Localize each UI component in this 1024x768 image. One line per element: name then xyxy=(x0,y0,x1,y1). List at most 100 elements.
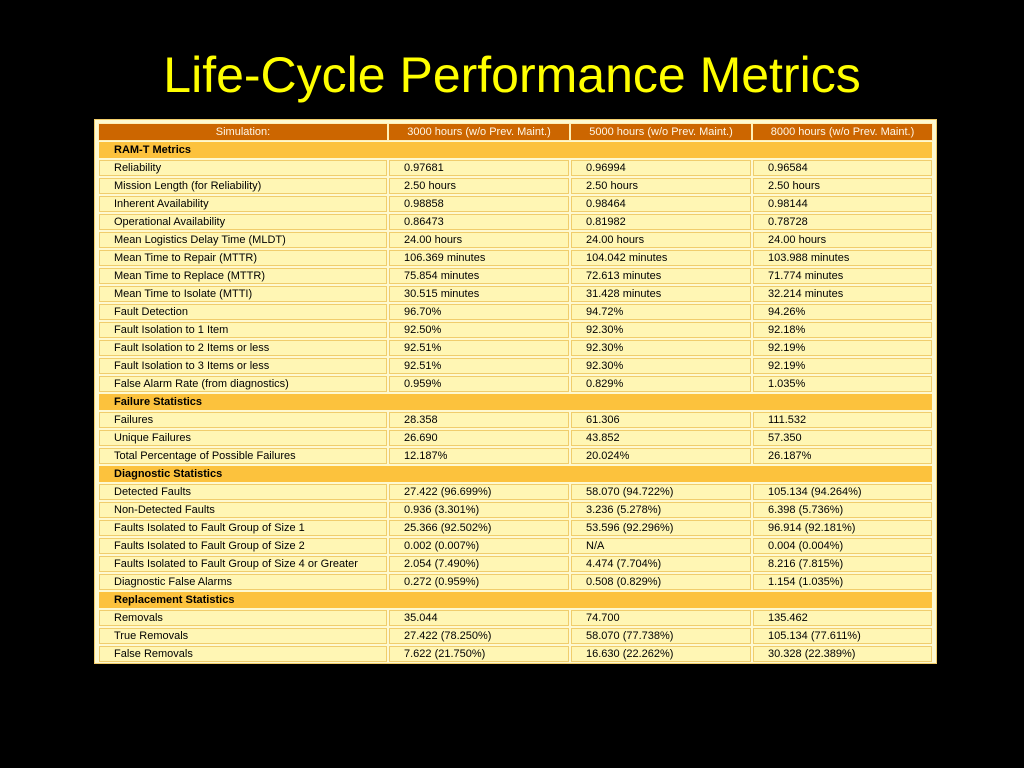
section-title: Diagnostic Statistics xyxy=(98,465,933,483)
table-row: Operational Availability 0.86473 0.81982 0.… xyxy=(98,213,933,231)
metric-value: 0.78728 xyxy=(752,213,933,231)
metric-value: 20.024% xyxy=(570,447,752,465)
metric-value: 0.936 (3.301%) xyxy=(388,501,570,519)
section-row: RAM-T Metrics xyxy=(98,141,933,159)
table-row: Faults Isolated to Fault Group of Size 1… xyxy=(98,519,933,537)
metric-value: 2.054 (7.490%) xyxy=(388,555,570,573)
metric-value: 31.428 minutes xyxy=(570,285,752,303)
metric-value: 135.462 xyxy=(752,609,933,627)
metric-value: 74.700 xyxy=(570,609,752,627)
metric-label: Faults Isolated to Fault Group of Size 2 xyxy=(98,537,388,555)
metric-value: 2.50 hours xyxy=(752,177,933,195)
metric-value: 92.30% xyxy=(570,357,752,375)
metric-label: Detected Faults xyxy=(98,483,388,501)
header-column: 3000 hours (w/o Prev. Maint.) xyxy=(388,123,570,141)
table-row: Detected Faults 27.422 (96.699%) 58.070 (9… xyxy=(98,483,933,501)
metric-value: 26.690 xyxy=(388,429,570,447)
metric-label: Mean Time to Repair (MTTR) xyxy=(98,249,388,267)
metric-label: Fault Detection xyxy=(98,303,388,321)
metric-value: 103.988 minutes xyxy=(752,249,933,267)
metric-value: 1.035% xyxy=(752,375,933,393)
section-title: Failure Statistics xyxy=(98,393,933,411)
slide-title: Life-Cycle Performance Metrics xyxy=(163,47,861,103)
metric-value: 71.774 minutes xyxy=(752,267,933,285)
table-row: Reliability 0.97681 0.96994 0.96584 xyxy=(98,159,933,177)
metric-value: 0.002 (0.007%) xyxy=(388,537,570,555)
section-row: Replacement Statistics xyxy=(98,591,933,609)
metric-value: 2.50 hours xyxy=(570,177,752,195)
metric-label: Diagnostic False Alarms xyxy=(98,573,388,591)
metric-value: 35.044 xyxy=(388,609,570,627)
metric-value: 0.508 (0.829%) xyxy=(570,573,752,591)
header-column: 5000 hours (w/o Prev. Maint.) xyxy=(570,123,752,141)
metric-value: 16.630 (22.262%) xyxy=(570,645,752,663)
table-row: Fault Isolation to 1 Item 92.50% 92.30% 92.… xyxy=(98,321,933,339)
metric-label: Failures xyxy=(98,411,388,429)
metric-label: Faults Isolated to Fault Group of Size 1 xyxy=(98,519,388,537)
metric-value: 2.50 hours xyxy=(388,177,570,195)
metric-value: 0.004 (0.004%) xyxy=(752,537,933,555)
metric-value: 43.852 xyxy=(570,429,752,447)
table-row: Failures 28.358 61.306 111.532 xyxy=(98,411,933,429)
metrics-table-frame: Simulation: 3000 hours (w/o Prev. Maint.… xyxy=(94,119,937,664)
metric-label: False Removals xyxy=(98,645,388,663)
metric-value: 92.18% xyxy=(752,321,933,339)
metric-value: 58.070 (77.738%) xyxy=(570,627,752,645)
metric-value: 94.26% xyxy=(752,303,933,321)
table-row: Mean Logistics Delay Time (MLDT) 24.00 ho… xyxy=(98,231,933,249)
metrics-table-body: RAM-T Metrics Reliability 0.97681 0.96994 0.… xyxy=(98,141,933,663)
metric-value: 0.959% xyxy=(388,375,570,393)
metric-value: 0.81982 xyxy=(570,213,752,231)
table-row: Removals 35.044 74.700 135.462 xyxy=(98,609,933,627)
metric-value: 24.00 hours xyxy=(388,231,570,249)
metric-label: Mission Length (for Reliability) xyxy=(98,177,388,195)
metric-value: 12.187% xyxy=(388,447,570,465)
metric-value: 25.366 (92.502%) xyxy=(388,519,570,537)
metric-value: 0.98464 xyxy=(570,195,752,213)
table-header-row: Simulation: 3000 hours (w/o Prev. Maint.… xyxy=(98,123,933,141)
metric-value: 0.96994 xyxy=(570,159,752,177)
section-row: Failure Statistics xyxy=(98,393,933,411)
table-row: Fault Isolation to 2 Items or less 92.51%… xyxy=(98,339,933,357)
metric-label: Non-Detected Faults xyxy=(98,501,388,519)
metric-value: 1.154 (1.035%) xyxy=(752,573,933,591)
metric-value: 8.216 (7.815%) xyxy=(752,555,933,573)
metric-value: 27.422 (78.250%) xyxy=(388,627,570,645)
metric-value: 92.30% xyxy=(570,339,752,357)
metric-value: 75.854 minutes xyxy=(388,267,570,285)
metric-value: 53.596 (92.296%) xyxy=(570,519,752,537)
metric-value: N/A xyxy=(570,537,752,555)
metric-value: 27.422 (96.699%) xyxy=(388,483,570,501)
metric-label: Inherent Availability xyxy=(98,195,388,213)
metric-value: 3.236 (5.278%) xyxy=(570,501,752,519)
metric-value: 4.474 (7.704%) xyxy=(570,555,752,573)
table-row: Fault Detection 96.70% 94.72% 94.26% xyxy=(98,303,933,321)
metric-label: Mean Time to Replace (MTTR) xyxy=(98,267,388,285)
metric-label: Mean Logistics Delay Time (MLDT) xyxy=(98,231,388,249)
table-row: False Alarm Rate (from diagnostics) 0.959… xyxy=(98,375,933,393)
metric-label: Reliability xyxy=(98,159,388,177)
metric-value: 58.070 (94.722%) xyxy=(570,483,752,501)
table-row: True Removals 27.422 (78.250%) 58.070 (77.… xyxy=(98,627,933,645)
metric-label: Fault Isolation to 3 Items or less xyxy=(98,357,388,375)
table-row: Faults Isolated to Fault Group of Size 4… xyxy=(98,555,933,573)
metric-value: 92.19% xyxy=(752,357,933,375)
metric-value: 32.214 minutes xyxy=(752,285,933,303)
metric-label: Mean Time to Isolate (MTTI) xyxy=(98,285,388,303)
metric-value: 0.96584 xyxy=(752,159,933,177)
metric-value: 28.358 xyxy=(388,411,570,429)
metric-label: Operational Availability xyxy=(98,213,388,231)
metric-value: 0.98858 xyxy=(388,195,570,213)
metric-label: Total Percentage of Possible Failures xyxy=(98,447,388,465)
metric-value: 0.272 (0.959%) xyxy=(388,573,570,591)
metric-value: 105.134 (77.611%) xyxy=(752,627,933,645)
metric-value: 105.134 (94.264%) xyxy=(752,483,933,501)
metric-value: 111.532 xyxy=(752,411,933,429)
metric-value: 0.86473 xyxy=(388,213,570,231)
metric-value: 92.51% xyxy=(388,357,570,375)
metric-label: Removals xyxy=(98,609,388,627)
table-row: Total Percentage of Possible Failures 12.… xyxy=(98,447,933,465)
metric-value: 7.622 (21.750%) xyxy=(388,645,570,663)
metric-value: 104.042 minutes xyxy=(570,249,752,267)
metric-label: False Alarm Rate (from diagnostics) xyxy=(98,375,388,393)
